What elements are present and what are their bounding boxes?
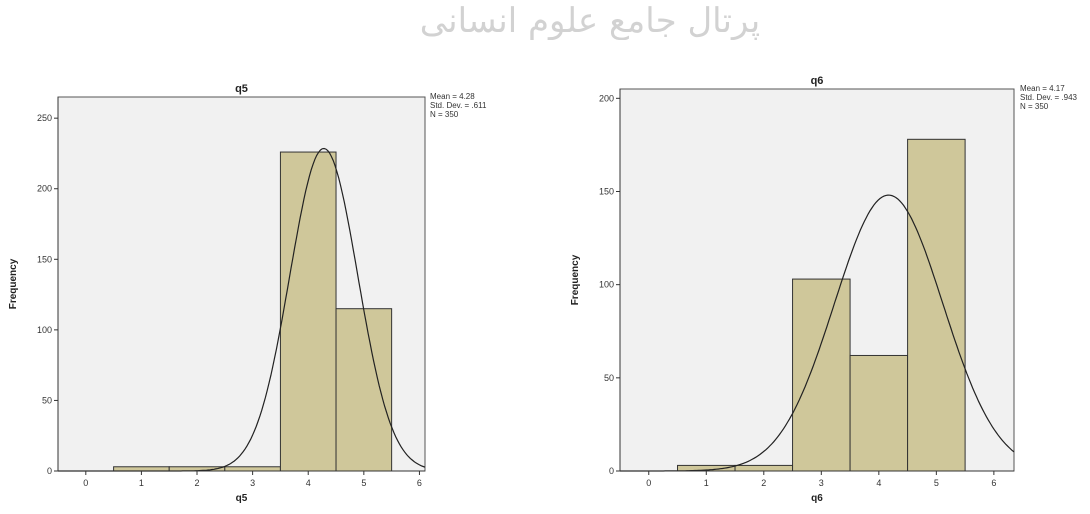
- stat-mean: Mean = 4.17: [1020, 84, 1065, 93]
- x-tick-label: 0: [83, 478, 88, 488]
- y-tick-label: 50: [604, 373, 614, 383]
- x-tick-label: 1: [704, 478, 709, 488]
- stat-n: N = 350: [430, 110, 459, 119]
- x-tick-label: 5: [361, 478, 366, 488]
- watermark-logo: پرتال جامع علوم انسانی: [420, 1, 760, 40]
- x-tick-label: 2: [195, 478, 200, 488]
- bar-5: [335, 308, 393, 472]
- x-axis-title: q5: [236, 493, 248, 504]
- chart-title: q5: [235, 83, 248, 95]
- bar-3: [792, 278, 851, 472]
- bars-group: [677, 138, 966, 472]
- x-tick-label: 6: [991, 478, 996, 488]
- y-tick-label: 250: [37, 113, 52, 123]
- stat-std: Std. Dev. = .943: [1020, 93, 1078, 102]
- x-tick-label: 6: [417, 478, 422, 488]
- y-tick-label: 200: [599, 93, 614, 103]
- x-tick-label: 1: [139, 478, 144, 488]
- bars-group: [113, 151, 393, 472]
- stat-n: N = 350: [1020, 102, 1049, 111]
- histogram-q6: 0 1 2 3 4 5 6 0 50 100 150 200 q6 q6 Frequency Mean…: [570, 75, 1078, 504]
- y-tick-label: 0: [47, 466, 52, 476]
- y-tick-label: 150: [599, 186, 614, 196]
- stat-std: Std. Dev. = .611: [430, 101, 487, 110]
- axes-group: 0 1 2 3 4 5 6 0 50 100 150 200: [599, 89, 1014, 488]
- x-tick-label: 5: [934, 478, 939, 488]
- bar-4: [849, 354, 909, 472]
- y-tick-label: 50: [42, 395, 52, 405]
- x-tick-label: 4: [876, 478, 881, 488]
- bar-4: [279, 151, 337, 472]
- y-tick-label: 150: [37, 254, 52, 264]
- y-axis-title: Frequency: [8, 258, 19, 309]
- y-tick-label: 100: [599, 280, 614, 290]
- y-tick-label: 0: [609, 466, 614, 476]
- x-tick-label: 2: [761, 478, 766, 488]
- bar-2: [734, 464, 794, 472]
- histogram-q5: 0 1 2 3 4 5 6 0 50 100 150 200 250 q5 q5 Frequency M…: [8, 83, 487, 504]
- bar-3: [224, 466, 281, 472]
- bar-5: [907, 138, 966, 472]
- x-axis-title: q6: [811, 493, 823, 504]
- bar-1: [113, 466, 170, 472]
- y-tick-label: 100: [37, 325, 52, 335]
- axes-group: 0 1 2 3 4 5 6 0 50 100 150 200 250: [37, 97, 425, 488]
- x-tick-label: 3: [250, 478, 255, 488]
- x-tick-label: 0: [646, 478, 651, 488]
- y-axis-title: Frequency: [570, 254, 581, 305]
- y-tick-label: 200: [37, 184, 52, 194]
- x-tick-label: 3: [819, 478, 824, 488]
- chart-title: q6: [811, 75, 824, 87]
- watermark-text: پرتال جامع علوم انسانی: [420, 1, 760, 40]
- x-tick-label: 4: [306, 478, 311, 488]
- stat-mean: Mean = 4.28: [430, 92, 475, 101]
